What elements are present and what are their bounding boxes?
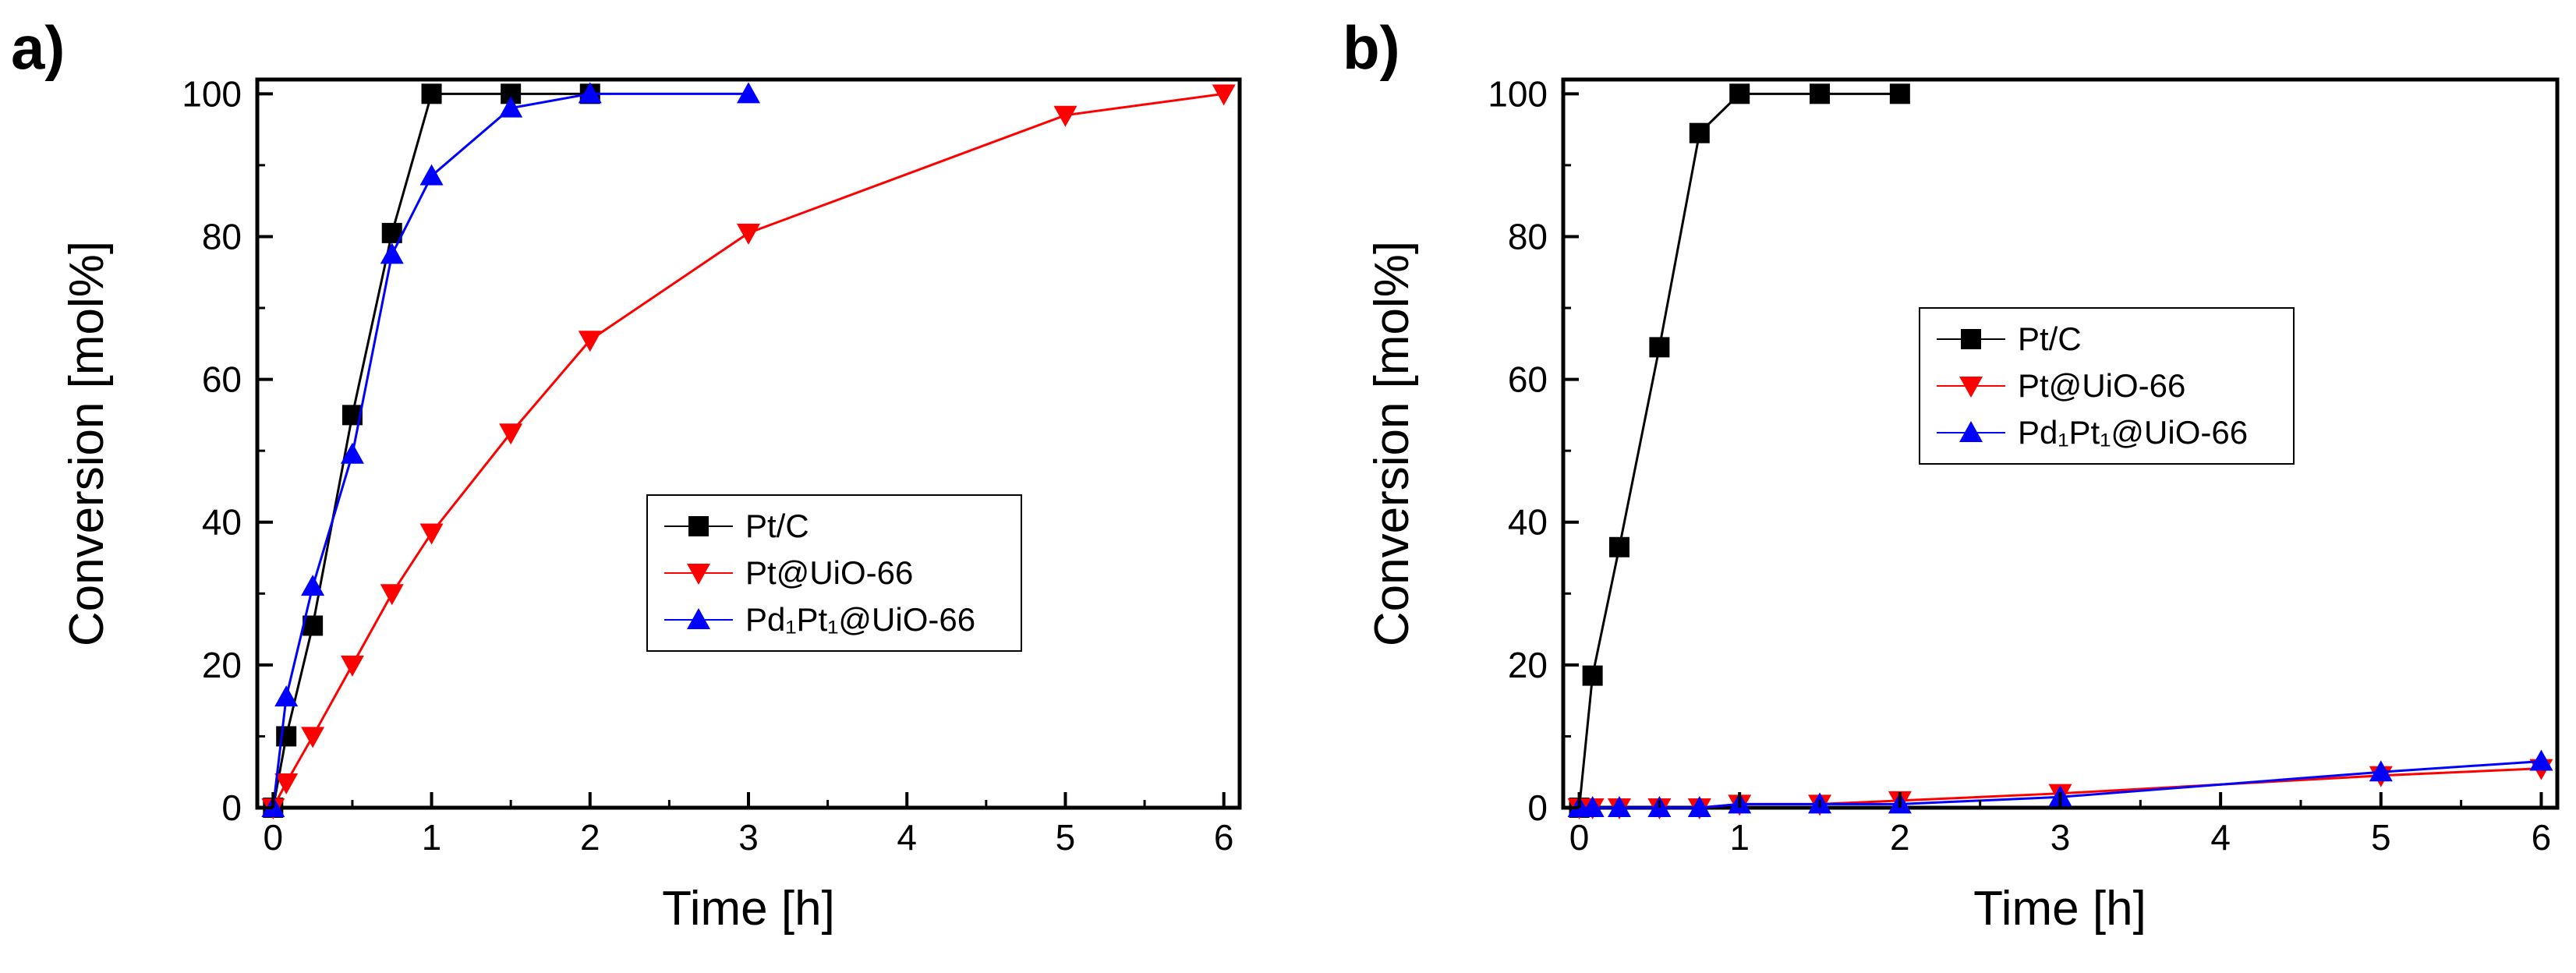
y-tick-label: 20 [1508,645,1548,685]
x-tick-label: 5 [1056,817,1076,858]
y-axis-title: Conversion [mol%] [1365,241,1419,646]
x-axis-title: Time [h] [662,882,835,936]
series-layer [261,82,1236,819]
y-tick-label: 100 [1488,73,1548,114]
legend-marker [687,608,710,629]
x-tick-label: 6 [1214,817,1234,858]
y-tick-label: 80 [202,216,242,257]
y-tick-label: 60 [1508,359,1548,400]
data-point [419,164,444,186]
data-point [499,96,523,118]
data-point [1608,536,1629,557]
x-tick-label: 0 [1569,817,1590,858]
data-point [276,726,297,747]
data-point [1580,796,1605,817]
data-point [1053,105,1077,127]
x-tick-label: 5 [2371,817,2391,858]
data-point [1582,665,1603,686]
x-tick-label: 3 [738,817,759,858]
y-tick-label: 40 [1508,502,1548,543]
legend-entry: Pt/C [664,508,809,544]
legend-marker [1961,329,1981,349]
data-point [578,82,602,104]
x-tick-label: 6 [2532,817,2552,858]
data-point [301,727,325,748]
data-point [1689,122,1710,143]
x-axis-title: Time [h] [1973,882,2146,936]
panel-label: b) [1343,13,1400,82]
y-tick-label: 0 [221,787,242,828]
legend-entry: Pt@UiO-66 [664,554,913,591]
data-point [380,584,404,606]
legend-marker [687,564,710,585]
series-line [271,92,1224,808]
data-point [1810,83,1831,104]
y-tick-label: 20 [202,645,242,685]
x-tick-label: 2 [1890,817,1910,858]
y-tick-label: 0 [1527,787,1548,828]
series-line [1578,92,1900,808]
series-line [271,92,748,808]
data-point [1687,796,1711,817]
data-point [340,442,364,464]
data-point [274,685,299,707]
panel-label: a) [11,13,65,82]
legend-label: Pd₁Pt₁@UiO-66 [2018,414,2248,451]
legend-label: Pt/C [745,508,809,544]
y-tick-label: 100 [182,73,242,114]
data-point [2529,749,2553,771]
data-point [737,223,760,245]
data-point [380,242,404,264]
x-tick-label: 3 [2051,817,2071,858]
legend-entry: Pd₁Pt₁@UiO-66 [1937,414,2248,451]
legend-entry: Pd₁Pt₁@UiO-66 [664,601,975,638]
legend: Pt/C Pt@UiO-66 Pd₁Pt₁@UiO-66 [1919,307,2295,465]
data-point [2369,760,2393,782]
x-tick-label: 4 [2210,817,2231,858]
legend-label: Pt@UiO-66 [745,554,913,591]
legend-marker [1959,377,1983,398]
legend-label: Pt@UiO-66 [2018,367,2185,404]
series-line [271,92,590,808]
y-tick-label: 80 [1508,216,1548,257]
data-point [1649,337,1670,358]
y-tick-label: 40 [202,502,242,543]
data-point [1607,796,1631,817]
data-point [1729,83,1750,104]
data-point [301,575,325,596]
legend-entry: Pt@UiO-66 [1937,367,2185,404]
legend-label: Pd₁Pt₁@UiO-66 [745,601,975,638]
data-point [340,655,364,677]
x-tick-label: 0 [264,817,284,858]
y-tick-label: 60 [202,359,242,400]
x-tick-label: 2 [580,817,600,858]
data-point [419,523,444,545]
legend-entry: Pt/C [1937,320,2082,357]
data-point [1889,83,1910,104]
x-tick-label: 1 [1729,817,1750,858]
data-point [274,773,299,794]
data-point [737,82,760,104]
x-tick-label: 4 [897,817,917,858]
data-point [499,423,523,445]
data-point [1212,84,1236,106]
legend-marker [688,516,709,536]
legend: Pt/C Pt@UiO-66 Pd₁Pt₁@UiO-66 [646,494,1022,652]
y-axis-title: Conversion [mol%] [60,241,114,646]
x-tick-label: 1 [422,817,442,858]
data-point [421,83,442,104]
data-point [578,331,602,352]
legend-label: Pt/C [2018,320,2082,357]
legend-marker [1959,421,1983,442]
